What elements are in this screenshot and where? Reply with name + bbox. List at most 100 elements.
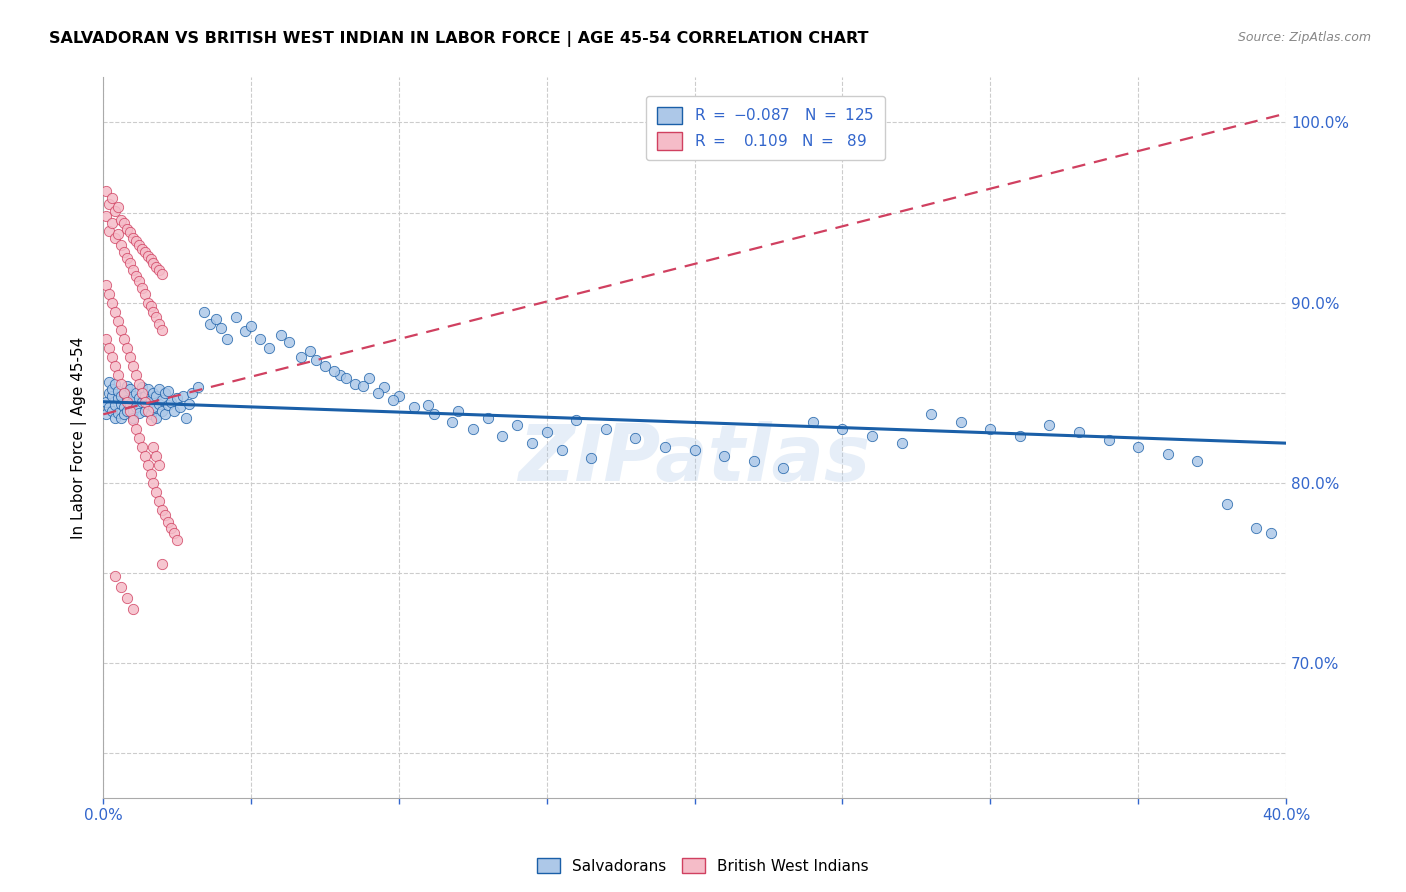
Point bbox=[1067, 425, 1090, 440]
Point bbox=[125, 422, 148, 436]
Point bbox=[136, 295, 159, 310]
Point bbox=[136, 382, 159, 396]
Point bbox=[148, 396, 170, 410]
Point bbox=[142, 304, 165, 318]
Point bbox=[169, 400, 191, 414]
Point bbox=[233, 325, 256, 339]
Point bbox=[98, 375, 121, 389]
Point bbox=[139, 407, 162, 421]
Point bbox=[96, 209, 118, 223]
Point bbox=[1246, 521, 1268, 535]
Point bbox=[136, 458, 159, 472]
Point bbox=[118, 350, 141, 364]
Point bbox=[148, 493, 170, 508]
Point bbox=[115, 251, 138, 265]
Point bbox=[112, 245, 135, 260]
Point bbox=[890, 436, 912, 450]
Point bbox=[104, 398, 127, 412]
Point bbox=[125, 368, 148, 382]
Point bbox=[1126, 440, 1149, 454]
Point bbox=[418, 398, 440, 412]
Point bbox=[373, 380, 395, 394]
Point bbox=[150, 323, 173, 337]
Point bbox=[150, 403, 173, 417]
Point bbox=[134, 403, 156, 417]
Point bbox=[125, 385, 148, 400]
Point bbox=[550, 443, 572, 458]
Point bbox=[101, 389, 124, 403]
Point bbox=[148, 458, 170, 472]
Point bbox=[204, 311, 226, 326]
Point bbox=[98, 341, 121, 355]
Point bbox=[155, 508, 177, 523]
Point bbox=[136, 249, 159, 263]
Point bbox=[115, 403, 138, 417]
Point bbox=[157, 398, 180, 412]
Point bbox=[441, 415, 464, 429]
Point bbox=[314, 359, 336, 373]
Point bbox=[382, 392, 405, 407]
Point bbox=[134, 389, 156, 403]
Point bbox=[107, 391, 129, 405]
Point bbox=[949, 415, 972, 429]
Point bbox=[110, 238, 132, 252]
Point bbox=[134, 245, 156, 260]
Point bbox=[121, 602, 143, 616]
Point bbox=[118, 226, 141, 240]
Point bbox=[139, 467, 162, 481]
Point bbox=[1157, 447, 1180, 461]
Legend: $\mathregular{R\ =\ }$$\mathregular{-0.087}$$\quad\mathregular{N\ =\ 125}$, $\ma: $\mathregular{R\ =\ }$$\mathregular{-0.0… bbox=[647, 95, 884, 161]
Point bbox=[104, 359, 127, 373]
Point bbox=[920, 407, 942, 421]
Y-axis label: In Labor Force | Age 45-54: In Labor Force | Age 45-54 bbox=[72, 336, 87, 539]
Point bbox=[142, 475, 165, 490]
Point bbox=[249, 332, 271, 346]
Point bbox=[107, 227, 129, 242]
Point bbox=[115, 392, 138, 407]
Point bbox=[131, 385, 153, 400]
Point bbox=[145, 310, 167, 324]
Point bbox=[329, 368, 352, 382]
Point bbox=[112, 385, 135, 400]
Point bbox=[654, 440, 676, 454]
Point bbox=[131, 281, 153, 295]
Point bbox=[131, 380, 153, 394]
Point bbox=[98, 196, 121, 211]
Point bbox=[299, 344, 322, 359]
Point bbox=[423, 407, 446, 421]
Point bbox=[150, 557, 173, 571]
Point bbox=[110, 396, 132, 410]
Point bbox=[101, 382, 124, 396]
Legend: Salvadorans, British West Indians: Salvadorans, British West Indians bbox=[531, 852, 875, 880]
Point bbox=[134, 449, 156, 463]
Point bbox=[125, 235, 148, 249]
Point bbox=[624, 431, 647, 445]
Point bbox=[1260, 526, 1282, 541]
Text: SALVADORAN VS BRITISH WEST INDIAN IN LABOR FORCE | AGE 45-54 CORRELATION CHART: SALVADORAN VS BRITISH WEST INDIAN IN LAB… bbox=[49, 31, 869, 47]
Point bbox=[101, 216, 124, 230]
Point bbox=[98, 400, 121, 414]
Point bbox=[118, 396, 141, 410]
Point bbox=[115, 591, 138, 606]
Point bbox=[402, 400, 425, 414]
Point bbox=[536, 425, 558, 440]
Point bbox=[121, 389, 143, 403]
Point bbox=[225, 310, 247, 324]
Point bbox=[101, 403, 124, 417]
Point bbox=[860, 429, 883, 443]
Point bbox=[131, 440, 153, 454]
Point bbox=[1097, 433, 1119, 447]
Point bbox=[148, 382, 170, 396]
Point bbox=[520, 436, 543, 450]
Point bbox=[491, 429, 513, 443]
Point bbox=[104, 376, 127, 391]
Point bbox=[142, 400, 165, 414]
Point bbox=[565, 413, 588, 427]
Point bbox=[107, 368, 129, 382]
Point bbox=[104, 203, 127, 218]
Point bbox=[115, 221, 138, 235]
Point bbox=[177, 396, 200, 410]
Point bbox=[110, 389, 132, 403]
Point bbox=[110, 212, 132, 227]
Point bbox=[128, 376, 150, 391]
